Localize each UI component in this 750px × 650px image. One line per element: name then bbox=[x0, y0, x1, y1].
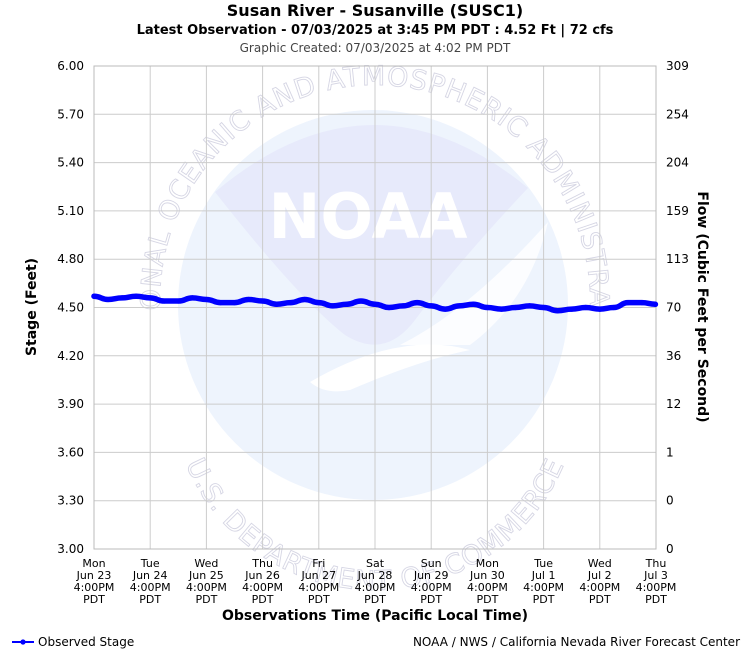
y2-tick-label: 159 bbox=[666, 204, 689, 218]
y2-axis-label: Flow (Cubic Feet per Second) bbox=[694, 191, 710, 422]
y2-tick-label: 0 bbox=[666, 542, 674, 556]
legend-label: Observed Stage bbox=[38, 635, 134, 649]
x-tick-label: Tue Jul 1 4:00PM PDT bbox=[523, 557, 564, 606]
y2-tick-label: 254 bbox=[666, 107, 689, 121]
x-tick-label: Fri Jun 27 4:00PM PDT bbox=[298, 557, 339, 606]
series-point bbox=[400, 303, 406, 309]
y-tick-label: 3.90 bbox=[57, 397, 84, 411]
series-point bbox=[639, 300, 645, 306]
series-point bbox=[274, 301, 280, 307]
y-tick-label: 3.60 bbox=[57, 445, 84, 459]
chart-grid bbox=[93, 65, 657, 550]
series-point bbox=[245, 296, 252, 303]
y2-tick-label: 70 bbox=[666, 301, 681, 315]
series-point bbox=[344, 301, 350, 307]
legend: Observed Stage bbox=[12, 635, 134, 649]
series-point bbox=[569, 306, 575, 312]
series-point bbox=[484, 304, 490, 311]
series-point bbox=[597, 306, 603, 312]
x-tick-label: Mon Jun 23 4:00PM PDT bbox=[74, 557, 115, 606]
series-point bbox=[526, 303, 533, 309]
x-tick-label: Thu Jul 3 4:00PM PDT bbox=[636, 557, 677, 606]
series-point bbox=[456, 303, 462, 309]
x-axis-label: Observations Time (Pacific Local Time) bbox=[222, 608, 528, 624]
y2-tick-label: 204 bbox=[666, 156, 689, 170]
x-tick-label: Wed Jul 2 4:00PM PDT bbox=[579, 557, 620, 606]
series-point bbox=[231, 300, 238, 306]
series-point bbox=[372, 301, 378, 307]
series-point bbox=[428, 303, 434, 309]
series-point bbox=[442, 306, 448, 312]
y-axis-ticks: 3.00 3.30 3.60 3.90 4.20 4.50 4.80 5.10 5.40 5.70… bbox=[57, 59, 84, 556]
y2-tick-label: 36 bbox=[666, 349, 681, 363]
x-tick-label: Tue Jun 24 4:00PM PDT bbox=[130, 557, 171, 606]
y2-tick-label: 309 bbox=[666, 59, 689, 73]
series-point bbox=[470, 301, 476, 307]
series-point bbox=[358, 298, 364, 304]
series-point bbox=[512, 304, 519, 311]
noaa-logo-text: NOAA bbox=[269, 180, 468, 253]
series-point bbox=[498, 306, 505, 312]
x-axis-ticks: Mon Jun 23 4:00PM PDT Tue Jun 24 4:00PM PDT Wed J… bbox=[74, 557, 677, 606]
series-point bbox=[119, 295, 125, 301]
footer-credit: NOAA / NWS / California Nevada River For… bbox=[413, 635, 740, 649]
series-point bbox=[316, 300, 322, 306]
series-point bbox=[541, 304, 547, 311]
series-layer bbox=[91, 293, 659, 314]
x-tick-label: Sat Jun 28 4:00PM PDT bbox=[355, 557, 396, 606]
y-tick-label: 3.00 bbox=[57, 542, 84, 556]
y-tick-label: 4.80 bbox=[57, 252, 84, 266]
series-point bbox=[288, 300, 294, 306]
series-point bbox=[161, 298, 167, 304]
y-tick-label: 6.00 bbox=[57, 59, 84, 73]
y-tick-label: 3.30 bbox=[57, 494, 84, 508]
series-point bbox=[555, 308, 561, 314]
noaa-bird-shape bbox=[215, 124, 528, 345]
series-point bbox=[147, 295, 153, 301]
y2-tick-label: 1 bbox=[666, 445, 674, 459]
chart-title: Susan River - Susanville (SUSC1) bbox=[227, 1, 523, 20]
series-point bbox=[260, 298, 266, 304]
series-point bbox=[302, 296, 308, 303]
series-point bbox=[105, 296, 111, 303]
series-point bbox=[625, 300, 631, 306]
series-point bbox=[175, 298, 181, 304]
series-point bbox=[189, 295, 195, 301]
series-point bbox=[330, 303, 336, 309]
x-tick-label: Mon Jun 30 4:00PM PDT bbox=[467, 557, 508, 606]
y-tick-label: 5.40 bbox=[57, 156, 84, 170]
legend-marker bbox=[20, 639, 26, 645]
y2-tick-label: 113 bbox=[666, 252, 689, 266]
series-point bbox=[91, 293, 97, 299]
series-point bbox=[386, 304, 392, 311]
x-tick-label: Wed Jun 25 4:00PM PDT bbox=[186, 557, 227, 606]
y2-axis-ticks: 0 0 1 12 36 70 113 159 204 254 309 bbox=[666, 59, 689, 556]
latest-observation: Latest Observation - 07/03/2025 at 3:45 … bbox=[137, 23, 614, 38]
x-tick-label: Thu Jun 26 4:00PM PDT bbox=[242, 557, 283, 606]
series-point bbox=[611, 304, 617, 311]
noaa-wing-shape bbox=[400, 222, 548, 345]
graphic-created: Graphic Created: 07/03/2025 at 4:02 PM P… bbox=[240, 41, 511, 55]
series-point bbox=[217, 300, 224, 306]
plot-frame bbox=[93, 65, 657, 550]
y-tick-label: 4.50 bbox=[57, 301, 84, 315]
x-tick-label: Sun Jun 29 4:00PM PDT bbox=[411, 557, 452, 606]
series-point bbox=[203, 296, 209, 303]
y-tick-label: 5.70 bbox=[57, 107, 84, 121]
series-point bbox=[414, 300, 420, 306]
y2-tick-label: 0 bbox=[666, 494, 674, 508]
y2-tick-label: 12 bbox=[666, 397, 681, 411]
y-axis-label: Stage (Feet) bbox=[24, 258, 40, 356]
y-tick-label: 4.20 bbox=[57, 349, 84, 363]
series-point bbox=[583, 304, 589, 311]
y-tick-label: 5.10 bbox=[57, 204, 84, 218]
series-point bbox=[133, 293, 139, 299]
series-point bbox=[652, 301, 659, 307]
